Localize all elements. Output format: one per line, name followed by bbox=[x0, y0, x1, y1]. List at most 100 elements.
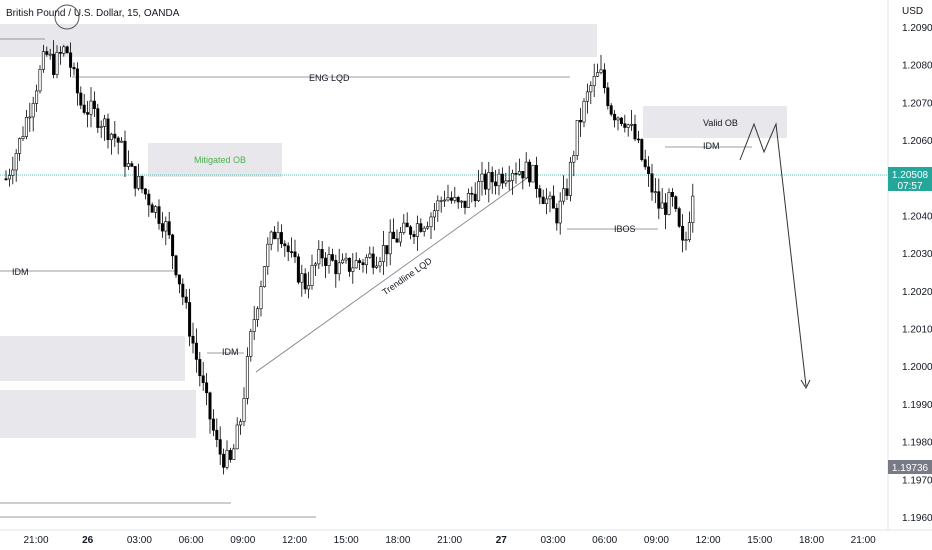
candle-down bbox=[134, 166, 136, 188]
candle-down bbox=[297, 257, 299, 282]
candle-up bbox=[430, 217, 432, 227]
candle-down bbox=[556, 208, 558, 223]
chart-title: British Pound / U.S. Dollar, 15, OANDA bbox=[6, 8, 180, 19]
low-price-value: 1.19736 bbox=[892, 463, 929, 474]
candle-up bbox=[488, 172, 490, 189]
valid-ob-label: Valid OB bbox=[703, 118, 738, 128]
candle-up bbox=[301, 274, 303, 283]
candle-down bbox=[97, 109, 99, 128]
candle-down bbox=[637, 139, 639, 140]
candle-up bbox=[103, 119, 105, 127]
candle-up bbox=[39, 69, 41, 91]
candle-up bbox=[253, 320, 255, 332]
candle-up bbox=[365, 257, 367, 264]
candle-down bbox=[199, 359, 201, 375]
candle-down bbox=[396, 239, 398, 242]
candle-up bbox=[314, 264, 316, 265]
candle-up bbox=[668, 192, 670, 214]
candle-up bbox=[596, 73, 598, 77]
candle-up bbox=[389, 232, 391, 254]
candle-down bbox=[678, 209, 680, 227]
candle-up bbox=[32, 103, 34, 116]
idm-right-label: IDM bbox=[703, 141, 720, 151]
price-tick-label: 1.20800 bbox=[902, 61, 932, 72]
candle-down bbox=[222, 454, 224, 467]
candle-down bbox=[209, 393, 211, 419]
candle-down bbox=[386, 246, 388, 254]
candle-down bbox=[651, 174, 653, 192]
annotation-lines bbox=[0, 39, 752, 517]
price-tick-label: 1.20300 bbox=[902, 249, 932, 260]
candle-up bbox=[447, 198, 449, 200]
candle-up bbox=[12, 170, 14, 175]
candle-up bbox=[369, 254, 371, 257]
candle-up bbox=[22, 137, 24, 139]
candle-down bbox=[171, 235, 173, 256]
idm-mid-label: IDM bbox=[222, 347, 239, 357]
candle-up bbox=[110, 134, 112, 140]
candle-up bbox=[481, 174, 483, 182]
candle-down bbox=[542, 197, 544, 204]
lower-demand-zone-1 bbox=[0, 336, 185, 381]
candle-down bbox=[610, 106, 612, 115]
candle-down bbox=[484, 174, 486, 189]
candle-down bbox=[52, 54, 54, 74]
candle-down bbox=[324, 258, 326, 266]
time-tick-label: 18:00 bbox=[799, 535, 824, 546]
candle-up bbox=[433, 211, 435, 217]
candle-down bbox=[73, 67, 75, 68]
candle-down bbox=[362, 263, 364, 265]
candle-up bbox=[508, 181, 510, 182]
candle-up bbox=[583, 101, 585, 122]
countdown-value: 07:57 bbox=[897, 181, 922, 192]
candle-down bbox=[464, 201, 466, 207]
candle-up bbox=[165, 222, 167, 231]
currency-label: USD bbox=[902, 6, 923, 17]
annotation-labels: ENG LQD Mitigated OB IDM IDM Valid OB ID… bbox=[12, 73, 738, 357]
candle-down bbox=[641, 139, 643, 159]
candle-down bbox=[144, 189, 146, 194]
candle-down bbox=[205, 383, 207, 393]
candle-down bbox=[83, 105, 85, 112]
candle-up bbox=[250, 331, 252, 356]
candle-up bbox=[226, 450, 228, 467]
candle-down bbox=[5, 179, 7, 180]
idm-left-label: IDM bbox=[12, 267, 29, 277]
candle-up bbox=[498, 174, 500, 186]
candle-up bbox=[460, 201, 462, 202]
candle-up bbox=[685, 240, 687, 241]
candle-down bbox=[392, 232, 394, 239]
candle-down bbox=[321, 249, 323, 258]
candle-up bbox=[569, 162, 571, 195]
candle-up bbox=[263, 267, 265, 287]
time-tick-label: 03:00 bbox=[127, 535, 152, 546]
candle-down bbox=[664, 203, 666, 215]
candle-down bbox=[202, 376, 204, 383]
candle-down bbox=[294, 252, 296, 257]
time-axis: 21:00 26 03:00 06:00 09:00 12:00 15:00 18:00 21:… bbox=[23, 535, 876, 546]
price-tick-label: 1.20700 bbox=[902, 98, 932, 109]
candle-up bbox=[661, 203, 663, 208]
candle-down bbox=[671, 192, 673, 196]
candle-down bbox=[76, 69, 78, 93]
candle-up bbox=[15, 153, 17, 170]
projection bbox=[740, 124, 810, 388]
candle-up bbox=[630, 124, 632, 125]
candle-up bbox=[573, 155, 575, 162]
candle-down bbox=[168, 222, 170, 235]
top-supply-zone bbox=[0, 24, 597, 57]
candle-up bbox=[243, 398, 245, 421]
time-tick-label: 09:00 bbox=[644, 535, 669, 546]
price-tick-label: 1.20200 bbox=[902, 287, 932, 298]
candle-down bbox=[188, 302, 190, 336]
candle-down bbox=[409, 227, 411, 235]
time-tick-label: 06:00 bbox=[592, 535, 617, 546]
candle-down bbox=[647, 167, 649, 174]
eng-lqd-label: ENG LQD bbox=[309, 73, 350, 83]
time-tick-label: 03:00 bbox=[540, 535, 565, 546]
candle-down bbox=[471, 193, 473, 194]
candle-down bbox=[522, 171, 524, 178]
candle-down bbox=[675, 197, 677, 209]
time-tick-label: 26 bbox=[82, 535, 94, 546]
